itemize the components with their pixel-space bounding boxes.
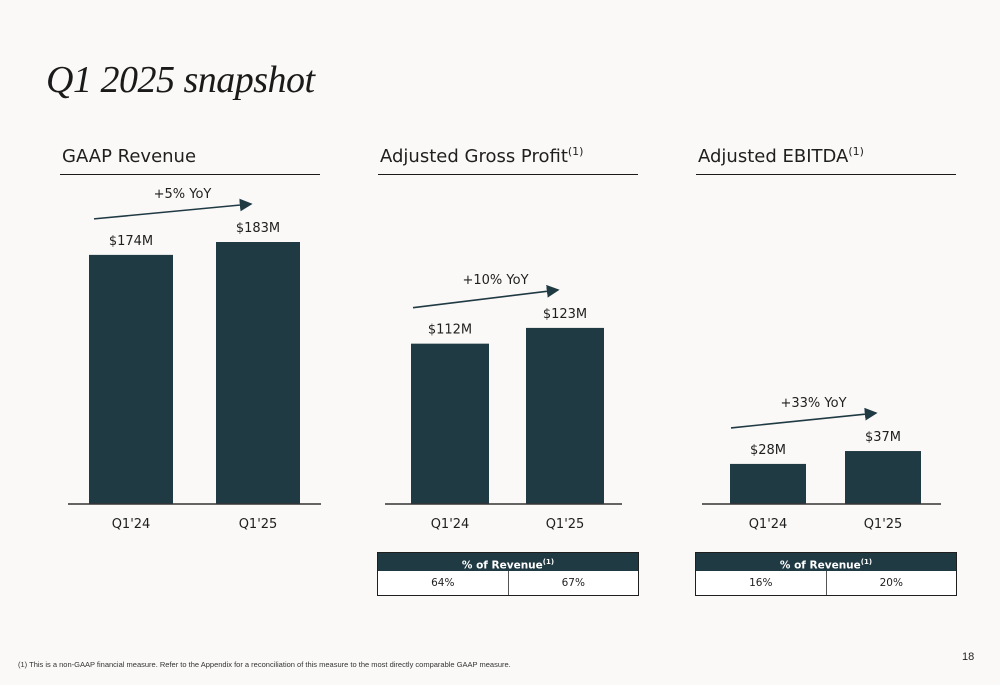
yoy-arrow (93, 198, 253, 220)
chart-title-adjusted-ebitda: Adjusted EBITDA(1) (696, 142, 956, 175)
chart-title-adjusted-gross-profit: Adjusted Gross Profit(1) (378, 142, 638, 175)
chart-title-text: Adjusted Gross Profit(1) (380, 145, 584, 167)
table-cell: 67% (507, 571, 639, 595)
footnote: (1) This is a non-GAAP financial measure… (18, 660, 511, 669)
table-row: 64% 67% (378, 571, 638, 595)
data-label: $174M (109, 234, 153, 249)
table-header: % of Revenue(1) (696, 553, 956, 572)
bar (526, 327, 604, 504)
yoy-arrow (412, 284, 560, 309)
tick-label: Q1'25 (546, 517, 585, 532)
tick-label: Q1'24 (431, 517, 470, 532)
table-cell: 64% (431, 577, 455, 589)
table-cell: 16% (749, 577, 773, 589)
tick-label: Q1'24 (749, 517, 788, 532)
tick-label: Q1'25 (864, 517, 903, 532)
yoy-arrow (730, 407, 878, 429)
chart-title-gaap-revenue: GAAP Revenue (60, 142, 320, 175)
data-label: $112M (428, 323, 472, 338)
bar (845, 451, 921, 504)
yoy-annotation: +33% YoY (780, 396, 846, 411)
bar (89, 254, 173, 504)
bar (216, 242, 300, 504)
page-title: Q1 2025 snapshot (46, 59, 315, 101)
chart-title-text: GAAP Revenue (62, 146, 197, 167)
chart-title-text: Adjusted EBITDA(1) (698, 145, 864, 167)
yoy-annotation: +5% YoY (154, 187, 212, 202)
percent-of-revenue-table-gross-profit: % of Revenue(1) 64% 67% (377, 552, 639, 596)
percent-of-revenue-table-ebitda: % of Revenue(1) 16% 20% (695, 552, 957, 596)
data-label: $183M (236, 221, 280, 236)
data-label: $28M (750, 443, 786, 458)
table-header: % of Revenue(1) (378, 553, 638, 572)
bar (730, 463, 806, 504)
table-cell: 20% (825, 571, 957, 595)
tick-label: Q1'24 (112, 517, 151, 532)
data-label: $37M (865, 430, 901, 445)
table-row: 16% 20% (696, 571, 956, 595)
tick-label: Q1'25 (239, 517, 278, 532)
page-number: 18 (962, 651, 975, 663)
data-label: $123M (543, 307, 587, 322)
yoy-annotation: +10% YoY (462, 273, 528, 288)
bar (411, 343, 489, 504)
